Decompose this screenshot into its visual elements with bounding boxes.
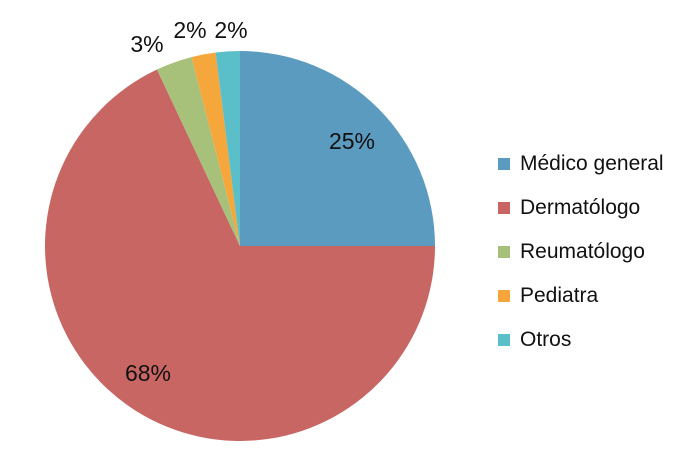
legend-swatch-reumatologo	[498, 246, 510, 258]
pie-slices	[45, 51, 435, 441]
legend-label-otros: Otros	[520, 328, 572, 351]
legend-item-reumatologo: Reumatólogo	[498, 230, 688, 274]
legend-swatch-medico-general	[498, 158, 510, 170]
legend-item-medico-general: Médico general	[498, 142, 688, 186]
pie-slice-reumatologo	[156, 57, 240, 246]
data-label-pediatra: 2%	[173, 17, 206, 43]
legend: Médico general Dermatólogo Reumatólogo P…	[498, 142, 688, 362]
legend-item-dermatologo: Dermatólogo	[498, 186, 688, 230]
data-label-reumatologo: 3%	[130, 31, 163, 57]
legend-label-medico-general: Médico general	[520, 152, 664, 175]
legend-label-reumatologo: Reumatólogo	[520, 240, 645, 263]
legend-item-otros: Otros	[498, 318, 688, 362]
pie-slice-otros	[215, 51, 240, 246]
pie-slice-pediatra	[191, 52, 240, 247]
legend-swatch-dermatologo	[498, 202, 510, 214]
data-label-medico-general: 25%	[329, 128, 375, 154]
data-label-otros: 2%	[214, 17, 247, 43]
legend-label-pediatra: Pediatra	[520, 284, 599, 307]
pie-data-labels: 25% 68% 3% 2% 2%	[125, 17, 375, 386]
legend-item-pediatra: Pediatra	[498, 274, 688, 318]
legend-swatch-pediatra	[498, 290, 510, 302]
legend-swatch-otros	[498, 334, 510, 346]
pie-slice-dermatologo	[45, 69, 435, 441]
legend-label-dermatologo: Dermatólogo	[520, 196, 641, 219]
pie-slice-medico-general	[240, 51, 435, 246]
data-label-dermatologo: 68%	[125, 360, 171, 386]
